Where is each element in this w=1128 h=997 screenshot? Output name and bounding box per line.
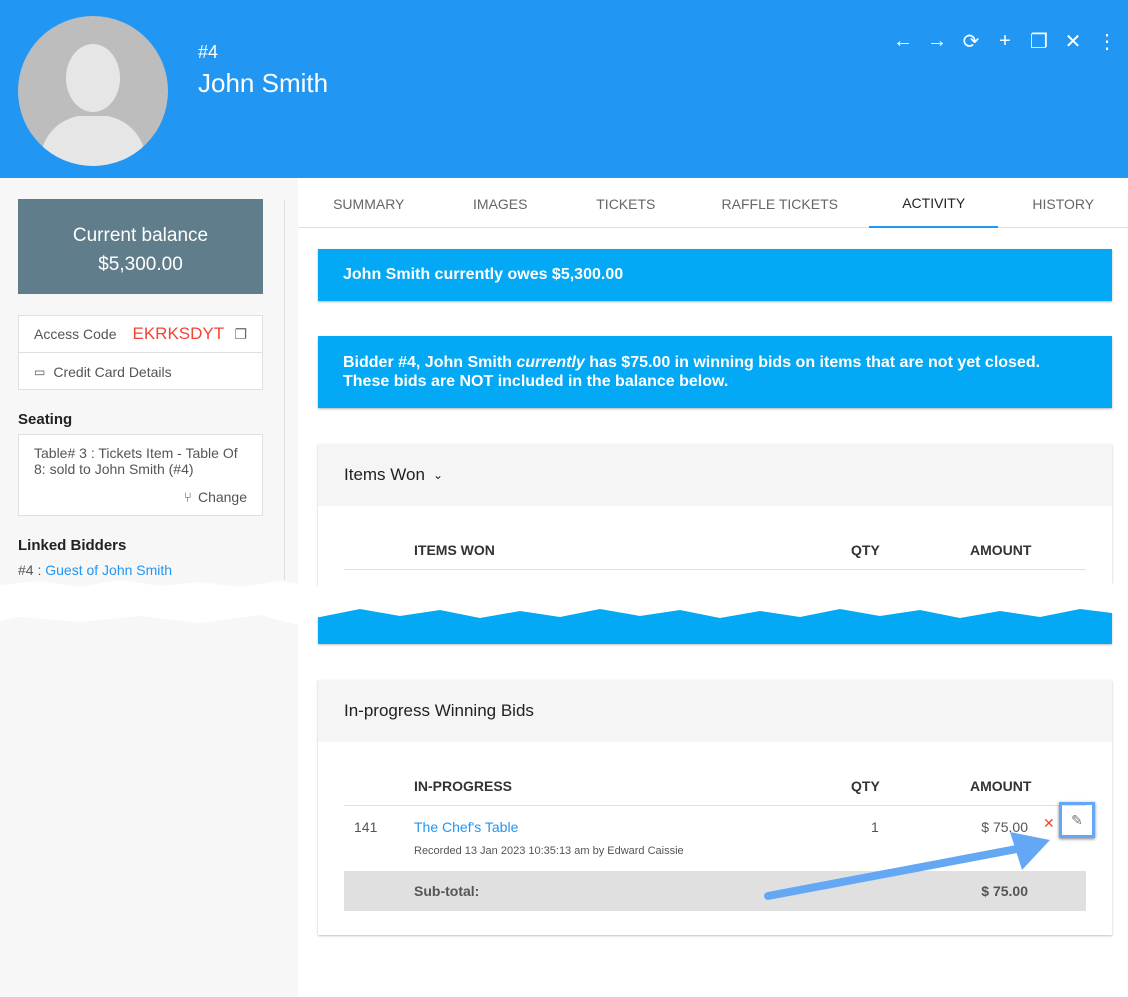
bids-note: These bids are NOT included in the balan… (343, 373, 729, 390)
divider (284, 200, 285, 580)
recorded-text: Recorded 13 Jan 2023 10:35:13 am by Edwa… (414, 845, 684, 857)
seating-title: Seating (18, 411, 73, 428)
delete-icon[interactable]: ✕ (1043, 815, 1055, 831)
access-code-label: Access Code (34, 326, 117, 342)
col-amount: AMOUNT (970, 542, 1032, 558)
owes-banner: John Smith currently owes $5,300.00 (318, 249, 1112, 301)
edit-icon[interactable]: ✎ (1059, 802, 1095, 838)
credit-card-details[interactable]: ▭ Credit Card Details (19, 353, 262, 390)
avatar (18, 16, 168, 166)
in-progress-title: In-progress Winning Bids (318, 680, 1112, 742)
add-icon[interactable]: + (999, 29, 1011, 52)
seating-text: Table# 3 : Tickets Item - Table Of 8: so… (34, 445, 238, 477)
seat-icon: ⑂ (183, 489, 192, 505)
chevron-down-icon[interactable]: ⌄ (432, 468, 443, 482)
col-qty: QTY (851, 542, 880, 558)
more-vert-icon[interactable]: ⋮ (1097, 30, 1117, 53)
copy-icon[interactable]: ❐ (234, 325, 247, 342)
tab-activity[interactable]: ACTIVITY (868, 180, 999, 228)
linked-bidder-link[interactable]: Guest of John Smith (45, 562, 173, 578)
row-qty: 1 (871, 819, 879, 835)
bids-text: Bidder #4, John Smith (343, 354, 517, 371)
credit-card-label: Credit Card Details (53, 363, 172, 380)
tab-history[interactable]: HISTORY (1032, 196, 1095, 212)
item-link[interactable]: The Chef's Table (414, 819, 519, 835)
access-code: EKRKSDYT (132, 324, 225, 343)
in-progress-card: In-progress Winning Bids IN-PROGRESS QTY… (318, 680, 1112, 935)
bids-text-2: has $75.00 in winning bids on items that… (584, 354, 1041, 371)
balance-label: Current balance (72, 225, 209, 246)
annotation-arrow (764, 832, 1050, 900)
subtotal-value: $ 75.00 (981, 883, 1028, 899)
arrow-right-icon[interactable]: → (927, 29, 947, 52)
tab-bar: SUMMARY IMAGES TICKETS RAFFLE TICKETS AC… (298, 180, 1128, 228)
close-icon[interactable]: ✕ (1064, 30, 1082, 53)
tab-tickets[interactable]: TICKETS (596, 196, 656, 212)
tab-images[interactable]: IMAGES (473, 196, 528, 212)
linked-bidders-title: Linked Bidders (18, 537, 127, 554)
col-in-progress: IN-PROGRESS (414, 778, 513, 794)
subtotal-row: Sub-total: $ 75.00 (344, 871, 1086, 911)
copy-icon[interactable]: ❐ (1030, 30, 1048, 53)
profile-header: #4 John Smith ← → ⟳ + ❐ ✕ ⋮ (0, 0, 1128, 178)
bidder-name: John Smith (198, 68, 329, 98)
tab-raffle-tickets[interactable]: RAFFLE TICKETS (721, 196, 838, 212)
row-amount: $ 75.00 (981, 819, 1028, 835)
col-qty: QTY (851, 778, 880, 794)
access-box: Access Code EKRKSDYT ❐ ▭ Credit Card Deta… (18, 315, 263, 390)
balance-value: $5,300.00 (98, 254, 183, 275)
subtotal-label: Sub-total: (414, 883, 480, 899)
change-button[interactable]: ⑂ Change (184, 489, 247, 505)
current-balance: Current balance $5,300.00 (18, 199, 263, 294)
arrow-left-icon[interactable]: ← (893, 29, 913, 52)
items-won-title[interactable]: Items Won (344, 465, 425, 484)
linked-prefix: #4 : (18, 562, 42, 578)
tab-summary[interactable]: SUMMARY (333, 196, 405, 212)
refresh-icon[interactable]: ⟳ (962, 30, 980, 53)
col-items-won: ITEMS WON (414, 542, 495, 558)
row-id: 141 (354, 819, 378, 835)
col-amount: AMOUNT (970, 778, 1032, 794)
torn-edge (0, 580, 1128, 625)
change-label: Change (197, 489, 247, 505)
seating-box: Table# 3 : Tickets Item - Table Of 8: so… (18, 434, 263, 516)
bidder-number: #4 (198, 42, 219, 62)
credit-card-icon: ▭ (34, 364, 46, 379)
bids-emphasis: currently (516, 354, 585, 371)
winning-bids-banner: Bidder #4, John Smith currently has $75.… (318, 336, 1112, 408)
